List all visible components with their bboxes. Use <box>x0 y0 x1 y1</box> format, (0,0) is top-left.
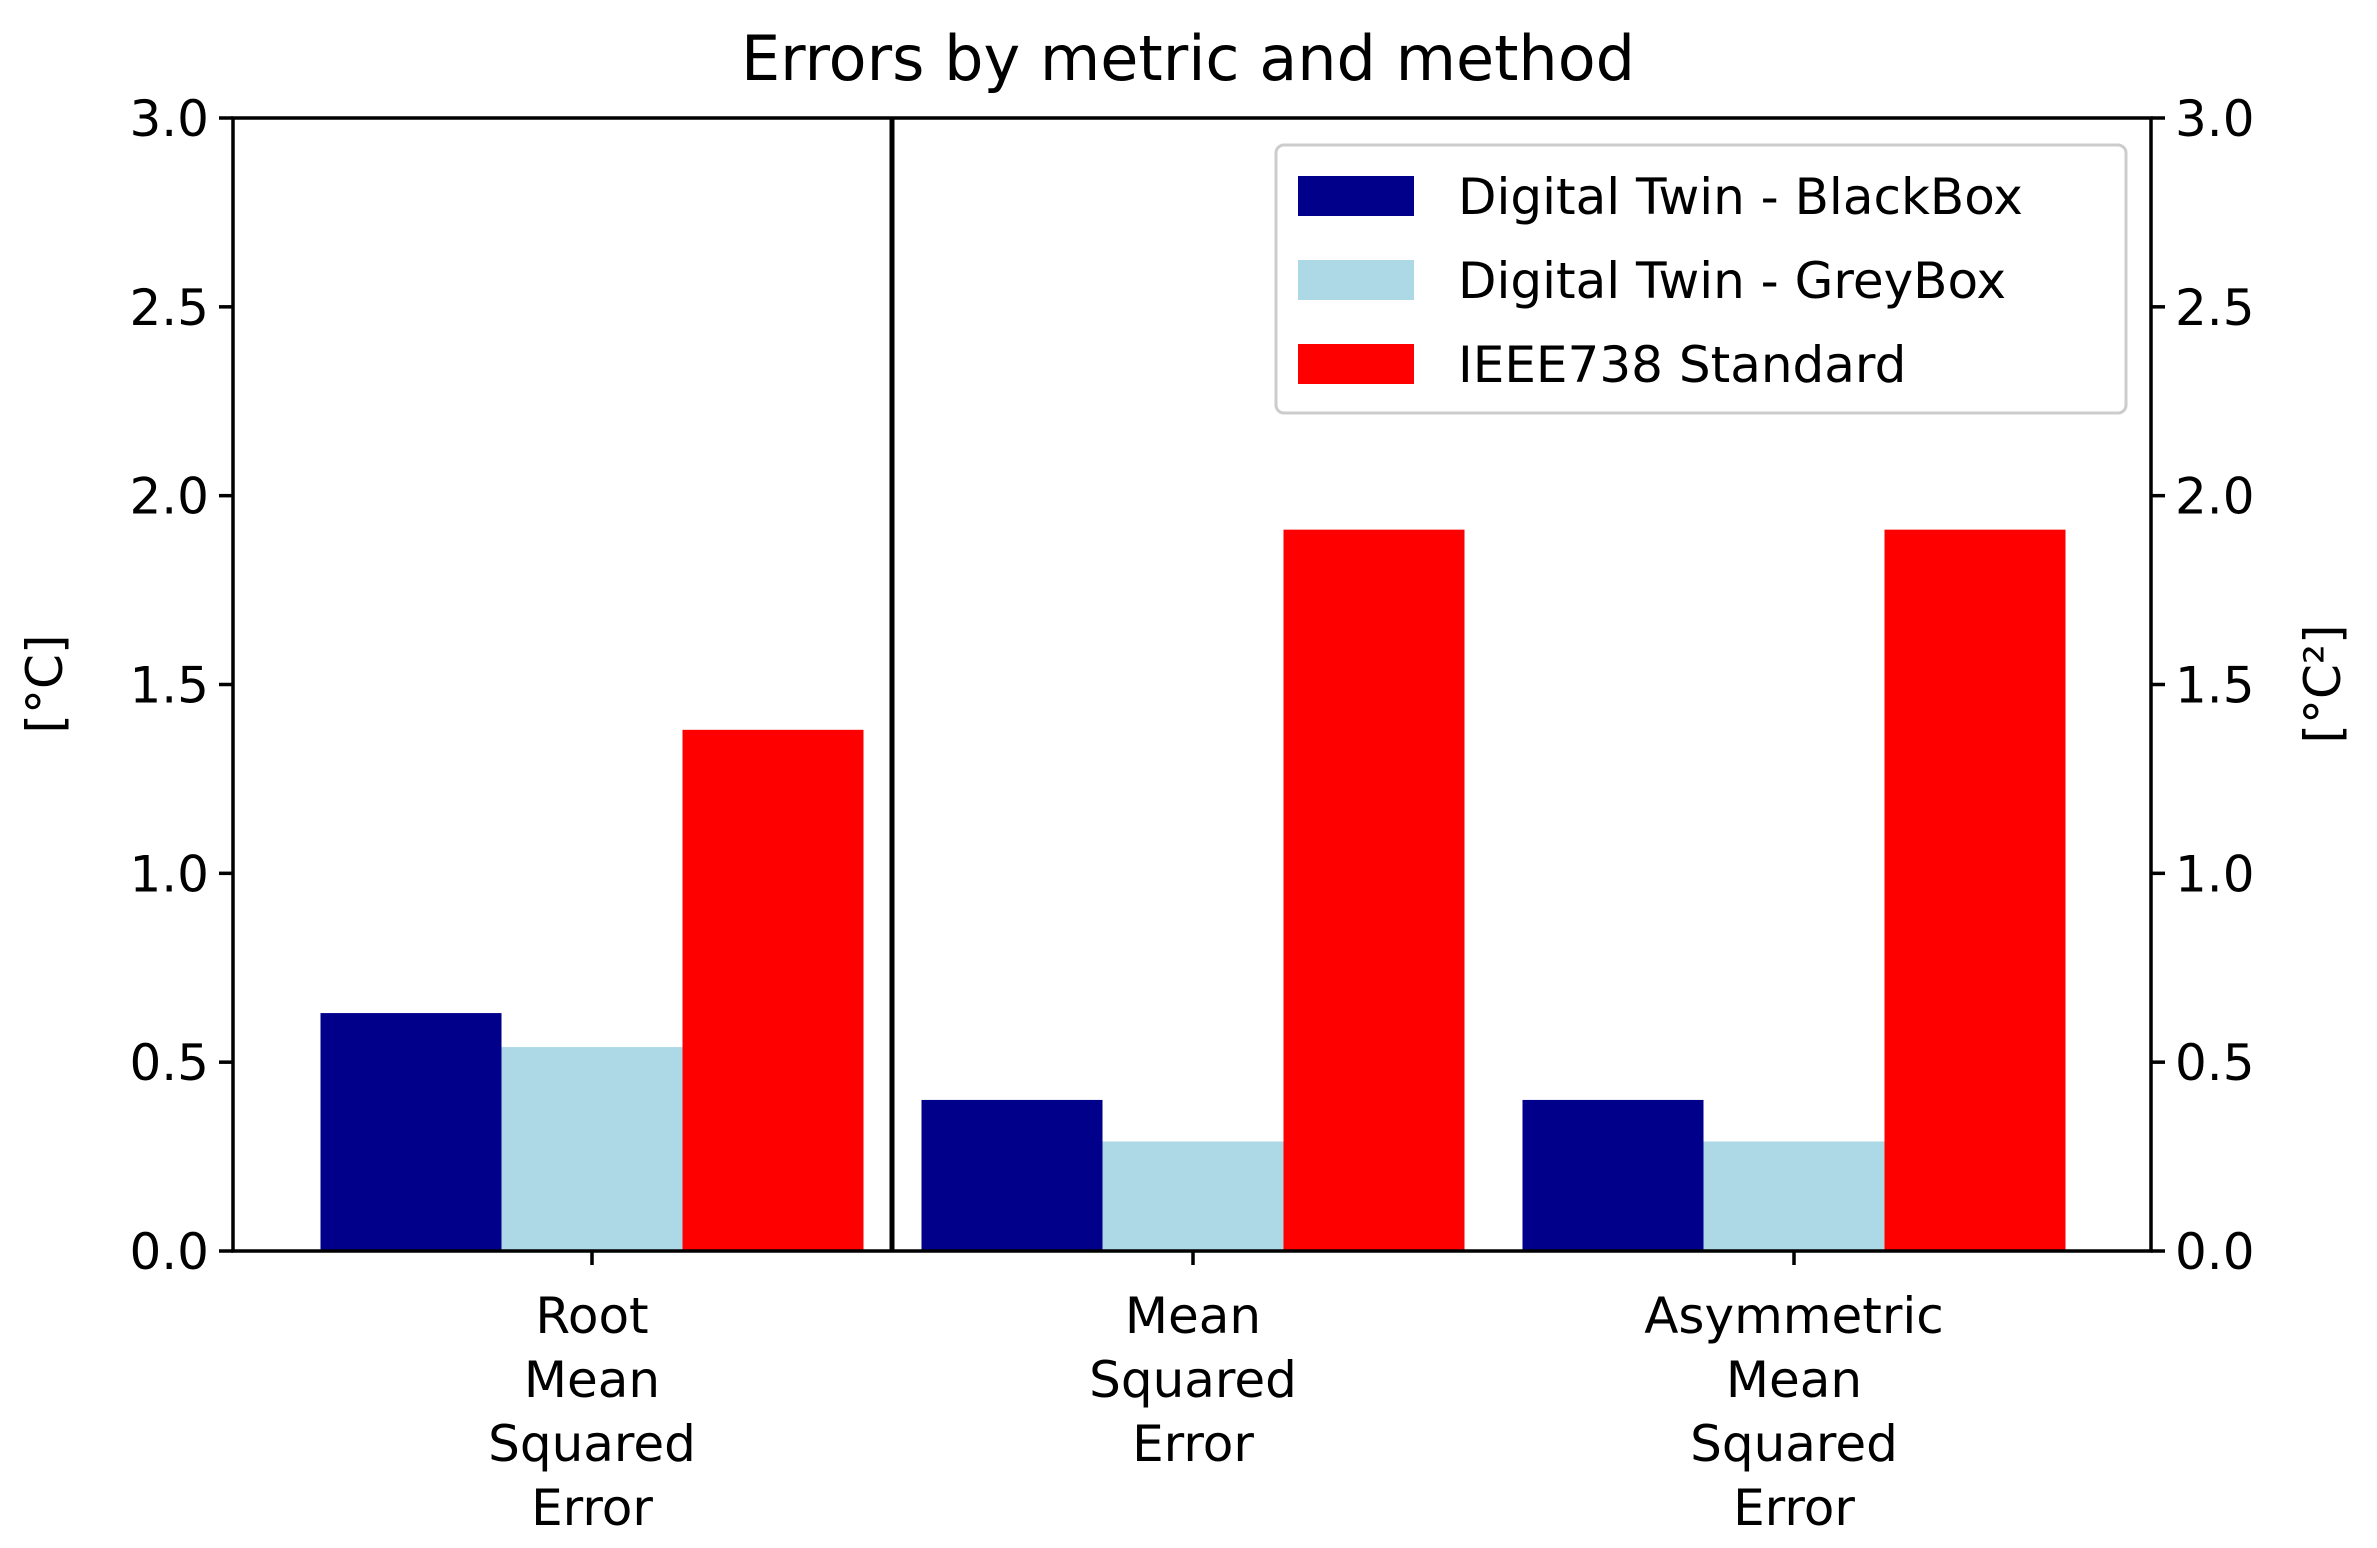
bar <box>921 1099 1103 1251</box>
x-tick-label: Asymmetric <box>1644 1287 1944 1345</box>
legend-swatch <box>1298 176 1414 216</box>
y-axis-label-left: [°C] <box>16 635 74 734</box>
x-tick-label: Mean <box>1726 1351 1862 1409</box>
legend-label: IEEE738 Standard <box>1458 336 1906 394</box>
bar <box>1283 529 1465 1251</box>
legend-swatch <box>1298 344 1414 384</box>
legend-label: Digital Twin - GreyBox <box>1458 252 2006 310</box>
bars-group <box>320 529 2066 1251</box>
y-tick-label: 2.5 <box>129 279 209 337</box>
y-tick-label: 3.0 <box>2175 90 2255 148</box>
y-tick-label: 0.0 <box>129 1223 209 1281</box>
bar <box>320 1013 502 1251</box>
legend-swatch <box>1298 260 1414 300</box>
chart-title: Errors by metric and method <box>741 22 1635 95</box>
y-tick-label: 3.0 <box>129 90 209 148</box>
y-tick-label: 0.0 <box>2175 1223 2255 1281</box>
x-tick-label: Error <box>531 1479 653 1537</box>
x-tick-label: Squared <box>1089 1351 1297 1409</box>
x-tick-label: Error <box>1132 1415 1254 1473</box>
legend: Digital Twin - BlackBox Digital Twin - Gr… <box>1274 143 2128 415</box>
legend-box <box>1274 143 2128 415</box>
bar <box>1522 1099 1704 1251</box>
y-tick-label: 2.5 <box>2175 279 2255 337</box>
bar <box>1102 1141 1284 1251</box>
x-tick-label: Squared <box>1690 1415 1898 1473</box>
y-tick-label: 2.0 <box>129 468 209 526</box>
y-tick-label: 1.0 <box>2175 845 2255 903</box>
legend-label: Digital Twin - BlackBox <box>1458 168 2023 226</box>
x-tick-label: Root <box>535 1287 648 1345</box>
y-tick-label: 1.0 <box>129 845 209 903</box>
y-tick-label: 1.5 <box>129 657 209 715</box>
bar <box>1884 529 2066 1251</box>
x-tick-label: Mean <box>1125 1287 1261 1345</box>
y-tick-label: 0.5 <box>2175 1034 2255 1092</box>
y-axis-right: 0.0 0.5 1.0 1.5 2.0 2.5 3.0 <box>2151 90 2255 1281</box>
bar <box>501 1047 683 1251</box>
y-tick-label: 0.5 <box>129 1034 209 1092</box>
y-axis-label-right: [°C²] <box>2294 625 2352 744</box>
x-axis: Root Mean Squared Error Mean Squared Error Asym… <box>488 1251 1944 1537</box>
y-axis-left: 0.0 0.5 1.0 1.5 2.0 2.5 3.0 <box>129 90 233 1281</box>
y-tick-label: 1.5 <box>2175 657 2255 715</box>
x-tick-label: Error <box>1733 1479 1855 1537</box>
y-tick-label: 2.0 <box>2175 468 2255 526</box>
bar <box>682 729 864 1251</box>
bar <box>1703 1141 1885 1251</box>
x-tick-label: Mean <box>524 1351 660 1409</box>
x-tick-label: Squared <box>488 1415 696 1473</box>
